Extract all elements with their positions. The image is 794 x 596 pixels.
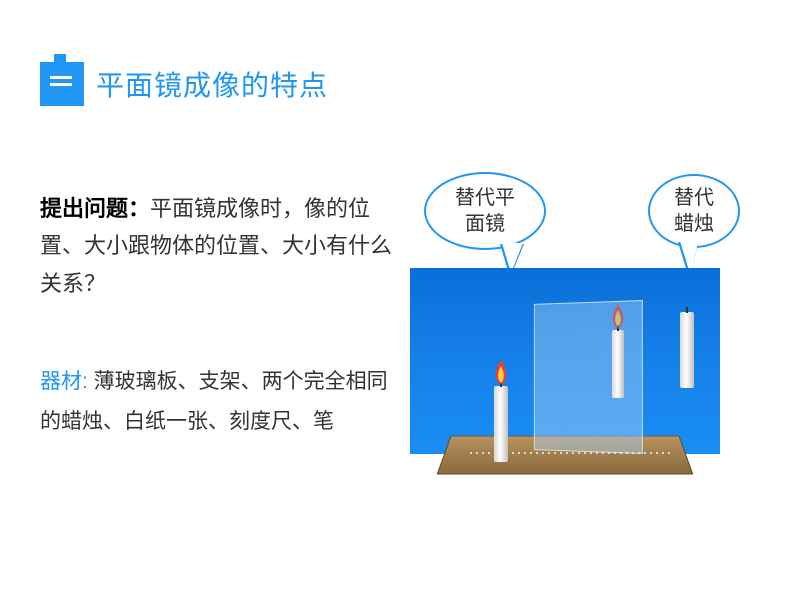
wick-icon [686, 307, 688, 313]
candle-replacement [680, 312, 694, 388]
section-icon [40, 62, 84, 106]
candle-front [494, 386, 508, 462]
section-header: 平面镜成像的特点 [40, 62, 328, 106]
question-label: 提出问题： [40, 196, 150, 221]
flame-reflection-icon [611, 304, 625, 332]
glass-pane [534, 300, 643, 454]
materials-label: 器材: [40, 370, 94, 393]
question-block: 提出问题：平面镜成像时，像的位置、大小跟物体的位置、大小有什么关系？ [40, 190, 400, 302]
bubble-candle: 替代 蜡烛 [648, 174, 740, 248]
flame-icon [494, 360, 508, 388]
bubble-candle-text: 替代 蜡烛 [674, 185, 714, 237]
diagram-area: 替代平 面镜 替代 蜡烛 [410, 172, 780, 512]
bubble-mirror: 替代平 面镜 [424, 172, 546, 250]
candle-reflection [612, 330, 624, 398]
section-title: 平面镜成像的特点 [96, 64, 328, 104]
bubble-mirror-text: 替代平 面镜 [455, 185, 515, 237]
materials-block: 器材: 薄玻璃板、支架、两个完全相同的蜡烛、白纸一张、刻度尺、笔 [40, 362, 400, 442]
experiment-illustration [410, 268, 740, 498]
content-column: 提出问题：平面镜成像时，像的位置、大小跟物体的位置、大小有什么关系？ 器材: 薄… [40, 190, 400, 442]
